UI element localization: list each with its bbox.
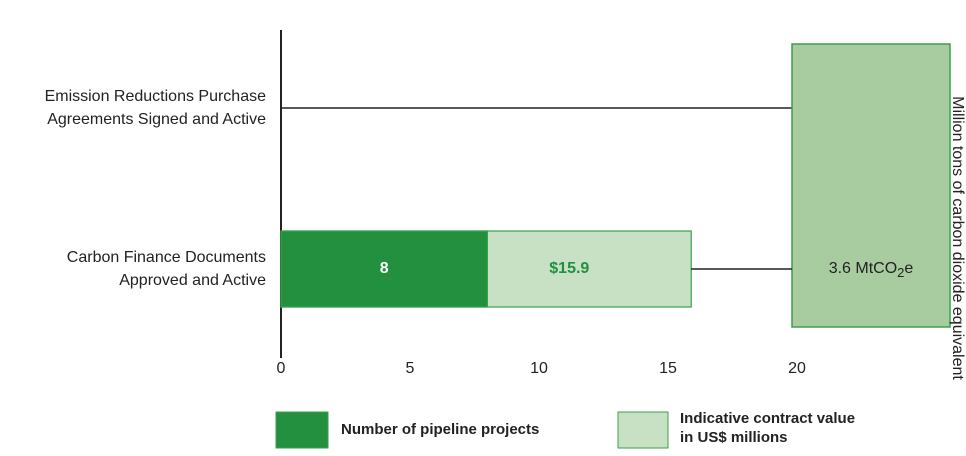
annotation-part: e (904, 260, 913, 277)
value-label: $15.9 (549, 260, 589, 277)
annotation-part: 3.6 MtCO (829, 260, 897, 277)
x-tick-label: 0 (277, 360, 286, 377)
legend-label: Indicative contract value in US$ million… (680, 410, 856, 446)
x-tick-label: 10 (530, 360, 548, 377)
x-tick-label: 20 (788, 360, 806, 377)
annotation-part: 2 (897, 265, 904, 280)
legend-swatch (275, 411, 329, 449)
category-label: Agreements Signed and Active (47, 111, 266, 128)
category-label: Emission Reductions Purchase (45, 88, 267, 105)
annotation: 3.6 MtCO2e (829, 260, 914, 280)
bar (280, 230, 488, 308)
legend-swatch (617, 411, 669, 449)
y2-axis-label: Million tons of carbon dioxide equivalen… (949, 96, 966, 380)
annotation-box (791, 43, 951, 328)
x-tick-label: 5 (406, 360, 415, 377)
category-label: Carbon Finance Documents (67, 249, 266, 266)
value-label: 8 (380, 260, 389, 277)
x-tick-label: 15 (659, 360, 677, 377)
legend-label: Number of pipeline projects (341, 421, 540, 438)
category-label: Approved and Active (119, 272, 266, 289)
